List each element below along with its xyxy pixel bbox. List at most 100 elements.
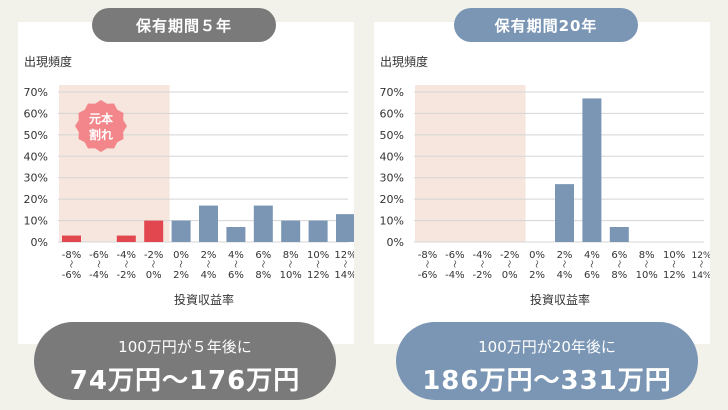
x-tick-label-from: 0%	[173, 250, 189, 261]
x-tick-tilde: 〜	[642, 260, 651, 268]
x-tick-label-to: 6%	[584, 270, 600, 281]
left-summary-line2: 74万円〜176万円	[69, 366, 301, 396]
y-tick-label: 70%	[380, 86, 404, 99]
y-tick-label: 60%	[24, 107, 48, 120]
bar	[116, 235, 136, 242]
x-tick-tilde: 〜	[286, 260, 295, 268]
x-axis-title: 投資収益率	[174, 292, 234, 307]
x-tick-label-to: -4%	[445, 270, 464, 281]
x-tick-label-from: -6%	[445, 250, 464, 261]
bar	[226, 227, 246, 242]
x-tick-label-from: 8%	[283, 250, 299, 261]
y-tick-label: 70%	[24, 86, 48, 99]
right-chart-panel: 0% 10% 20% 30% 40% 50% 60% 70% 出現頻度 -8% 〜 -6% -6% 〜 -4…	[374, 22, 710, 344]
x-tick-tilde: 〜	[341, 260, 350, 268]
x-tick-label-from: -2%	[144, 250, 163, 261]
left-summary-line1: 100万円が５年後に	[118, 338, 252, 356]
x-tick-label-to: 0%	[146, 270, 162, 281]
x-axis-title: 投資収益率	[530, 292, 590, 307]
y-tick-label: 0%	[31, 236, 48, 249]
bar	[62, 235, 81, 242]
x-tick-tilde: 〜	[560, 260, 569, 268]
x-tick-label-from: 12%	[334, 250, 354, 261]
x-tick-label-to: 12%	[663, 270, 685, 281]
right-summary-pill: 100万円が20年後に 186万円〜331万円	[396, 322, 698, 400]
y-tick-label: 20%	[380, 193, 404, 206]
y-tick-label: 30%	[380, 172, 404, 185]
left-title-pill: 保有期間５年	[92, 8, 276, 42]
x-tick-tilde: 〜	[231, 260, 240, 268]
y-tick-label: 20%	[24, 193, 48, 206]
x-tick-label-from: -8%	[62, 250, 81, 261]
y-tick-label: 40%	[380, 150, 404, 163]
bar	[171, 220, 191, 242]
x-tick-label-to: 14%	[334, 270, 354, 281]
bar	[336, 214, 354, 242]
x-tick-tilde: 〜	[477, 260, 486, 268]
x-tick-tilde: 〜	[532, 260, 541, 268]
x-tick-label-to: 14%	[691, 271, 710, 281]
x-tick-label-to: -2%	[473, 270, 492, 281]
x-tick-label-to: -6%	[418, 270, 437, 281]
x-tick-label-from: 4%	[228, 250, 244, 261]
x-tick-tilde: 〜	[614, 260, 623, 268]
x-tick-label-to: -6%	[62, 270, 81, 281]
x-tick-tilde: 〜	[67, 260, 76, 268]
bar	[144, 220, 164, 242]
x-tick-label-from: 0%	[529, 250, 545, 261]
x-tick-label-to: 12%	[307, 270, 329, 281]
bar	[555, 184, 574, 242]
left-bar-chart: 0%10%20%30%40%50%60%70%出現頻度-8%〜-6%-6%〜-4…	[24, 54, 354, 307]
x-tick-label-from: -4%	[473, 250, 492, 261]
x-tick-tilde: 〜	[450, 260, 459, 268]
bar	[308, 220, 328, 242]
y-tick-label: 50%	[380, 129, 404, 142]
x-tick-label-to: 6%	[228, 270, 244, 281]
x-tick-tilde: 〜	[204, 260, 213, 268]
x-tick-tilde: 〜	[505, 260, 514, 268]
x-tick-label-to: 2%	[173, 270, 189, 281]
y-tick-label: 60%	[380, 107, 404, 120]
x-tick-label-from: 2%	[201, 250, 217, 261]
x-tick-label-to: 8%	[611, 270, 627, 281]
bar	[609, 227, 629, 242]
right-summary-line2: 186万円〜331万円	[422, 366, 672, 396]
x-tick-label-to: -2%	[117, 270, 136, 281]
right-summary-line1: 100万円が20年後に	[478, 338, 616, 356]
x-tick-label-from: 12%	[691, 251, 710, 261]
y-tick-label: 10%	[24, 215, 48, 228]
loss-badge-text-line2: 割れ	[89, 127, 113, 142]
left-summary-pill: 100万円が５年後に 74万円〜176万円	[34, 322, 336, 400]
x-tick-label-from: -4%	[117, 250, 136, 261]
x-tick-label-to: 10%	[280, 270, 302, 281]
x-tick-tilde: 〜	[121, 260, 130, 268]
right-title-pill: 保有期間20年	[454, 8, 638, 42]
x-tick-label-to: 4%	[201, 270, 217, 281]
y-tick-label: 30%	[24, 172, 48, 185]
x-tick-label-to: 4%	[557, 270, 573, 281]
y-axis-title: 出現頻度	[380, 54, 428, 69]
x-tick-tilde: 〜	[176, 260, 185, 268]
x-tick-label-from: -8%	[418, 250, 437, 261]
y-tick-label: 50%	[24, 129, 48, 142]
loss-badge-shape	[75, 100, 127, 152]
loss-region-shade	[415, 85, 526, 242]
y-tick-label: 10%	[380, 215, 404, 228]
x-tick-label-to: -4%	[89, 270, 108, 281]
x-tick-label-from: 4%	[584, 250, 600, 261]
x-tick-tilde: 〜	[669, 260, 678, 268]
x-tick-tilde: 〜	[697, 260, 706, 268]
x-tick-tilde: 〜	[423, 260, 432, 268]
loss-badge-text-line1: 元本	[89, 111, 113, 126]
x-tick-label-to: 2%	[529, 270, 545, 281]
x-tick-tilde: 〜	[94, 260, 103, 268]
y-tick-label: 40%	[24, 150, 48, 163]
y-axis-title: 出現頻度	[24, 54, 72, 69]
bar	[199, 205, 218, 242]
x-tick-label-from: -2%	[500, 250, 519, 261]
x-tick-label-from: 8%	[639, 250, 655, 261]
bar	[582, 98, 602, 242]
x-tick-label-from: 2%	[557, 250, 573, 261]
y-tick-label: 0%	[387, 236, 404, 249]
bar	[281, 220, 301, 242]
